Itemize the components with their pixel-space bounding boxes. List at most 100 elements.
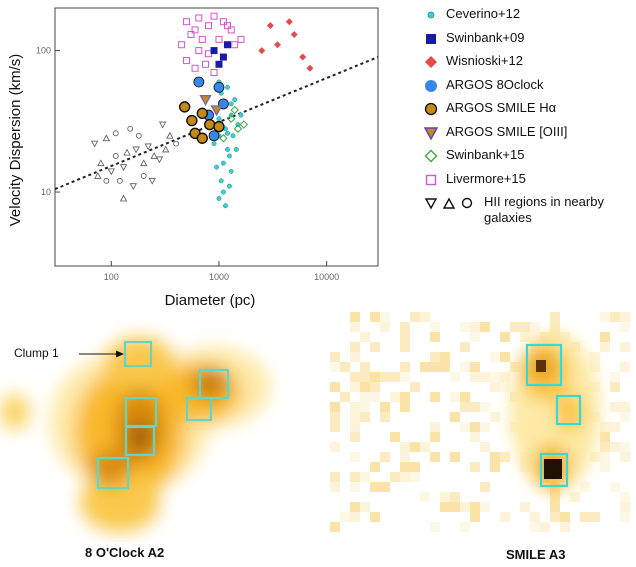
noise-pixel <box>360 412 370 422</box>
noise-pixel <box>590 452 600 462</box>
noise-pixel <box>400 472 410 482</box>
noise-pixel <box>360 362 370 372</box>
noise-pixel <box>450 502 460 512</box>
point-open-mixed <box>102 134 111 142</box>
point-open-mixed <box>107 168 115 176</box>
clump-box <box>539 452 569 488</box>
noise-pixel <box>450 452 460 462</box>
legend-item-argos-8oclock: ARGOS 8Oclock <box>422 77 636 101</box>
noise-pixel <box>370 392 380 402</box>
point-square-open <box>223 22 231 30</box>
point-open-mixed <box>140 173 147 179</box>
noise-pixel <box>360 372 370 382</box>
noise-pixel <box>350 402 360 412</box>
map-smile-a3 <box>330 312 630 532</box>
point-circle-small <box>228 168 234 174</box>
noise-pixel <box>340 362 350 372</box>
noise-pixel <box>360 402 370 412</box>
noise-pixel <box>400 322 410 332</box>
point-square-open <box>183 57 191 65</box>
point-circle-small <box>214 164 220 170</box>
point-circle-small <box>218 178 224 184</box>
clump-box <box>185 396 213 422</box>
noise-pixel <box>340 392 350 402</box>
legend-item-hii-regions: HII regions in nearby galaxies <box>422 194 636 234</box>
noise-pixel <box>480 322 490 332</box>
noise-pixel <box>480 422 490 432</box>
noise-pixel <box>410 312 420 322</box>
noise-pixel <box>530 322 540 332</box>
point-circle-small <box>232 97 238 103</box>
noise-pixel <box>480 502 490 512</box>
noise-pixel <box>380 322 390 332</box>
noise-pixel <box>330 352 340 362</box>
hii-symbols-icon <box>424 197 473 210</box>
point-diamond <box>290 30 298 38</box>
point-square-open <box>187 30 195 38</box>
point-square <box>223 41 231 49</box>
noise-pixel <box>360 392 370 402</box>
noise-pixel <box>470 402 480 412</box>
noise-pixel <box>350 502 360 512</box>
noise-pixel <box>460 342 470 352</box>
noise-pixel <box>400 372 410 382</box>
legend-label: ARGOS SMILE [OIII] <box>446 123 568 139</box>
noise-pixel <box>410 462 420 472</box>
point-diamond <box>266 22 274 30</box>
point-open-mixed <box>158 121 167 129</box>
y-axis-title: Velocity Dispersion (km/s) <box>7 54 24 227</box>
y-tick-label: 10 <box>41 187 51 197</box>
noise-pixel <box>390 392 400 402</box>
noise-pixel <box>620 362 630 372</box>
noise-pixel <box>350 452 360 462</box>
noise-pixel <box>600 332 610 342</box>
noise-pixel <box>370 342 380 352</box>
noise-pixel <box>460 392 470 402</box>
legend-item-argos-smile-oiii: ARGOS SMILE [OIII] <box>422 124 636 148</box>
noise-pixel <box>350 352 360 362</box>
legend-label: Ceverino+12 <box>446 6 521 21</box>
noise-pixel <box>460 402 470 412</box>
point-open-mixed <box>135 132 142 139</box>
axis-ticks: 100 1000 10000 10 100 <box>36 46 339 282</box>
noise-pixel <box>470 432 480 442</box>
legend-item-ceverino: Ceverino+12 <box>422 6 636 30</box>
noise-pixel <box>430 352 440 362</box>
noise-pixel <box>400 392 410 402</box>
noise-pixel <box>500 332 510 342</box>
y-tick-label: 100 <box>36 46 51 56</box>
point-square-open <box>191 64 199 72</box>
noise-pixel <box>330 422 340 432</box>
legend-item-swinbank09: Swinbank+09 <box>422 30 636 54</box>
point-open-mixed <box>123 148 131 156</box>
legend-label: ARGOS SMILE Hα <box>446 100 557 115</box>
noise-pixel <box>610 312 620 322</box>
point-open-mixed <box>129 183 137 191</box>
noise-pixel <box>500 382 510 392</box>
noise-pixel <box>560 522 570 532</box>
clump-box <box>96 456 130 490</box>
noise-pixel <box>470 502 480 512</box>
noise-pixel <box>470 332 480 342</box>
noise-pixel <box>620 442 630 452</box>
noise-pixel <box>370 372 380 382</box>
noise-pixel <box>580 512 590 522</box>
noise-pixel <box>470 362 480 372</box>
noise-pixel <box>370 482 380 492</box>
noise-pixel <box>420 312 430 322</box>
noise-pixel <box>490 462 500 472</box>
legend-label: HII regions in nearby galaxies <box>484 194 604 225</box>
chart-legend: Ceverino+12 Swinbank+09 Wisnioski+12 ARG… <box>422 6 636 234</box>
noise-pixel <box>350 482 360 492</box>
noise-pixel <box>610 442 620 452</box>
noise-pixel <box>400 362 410 372</box>
point-square-open <box>202 60 210 68</box>
noise-pixel <box>350 312 360 322</box>
point-circle <box>196 107 208 120</box>
noise-pixel <box>480 442 490 452</box>
noise-pixel <box>610 372 620 382</box>
legend-item-wisnioski: Wisnioski+12 <box>422 53 636 77</box>
triangle-down-icon <box>424 126 438 140</box>
noise-pixel <box>350 372 360 382</box>
point-open-mixed <box>148 177 156 185</box>
